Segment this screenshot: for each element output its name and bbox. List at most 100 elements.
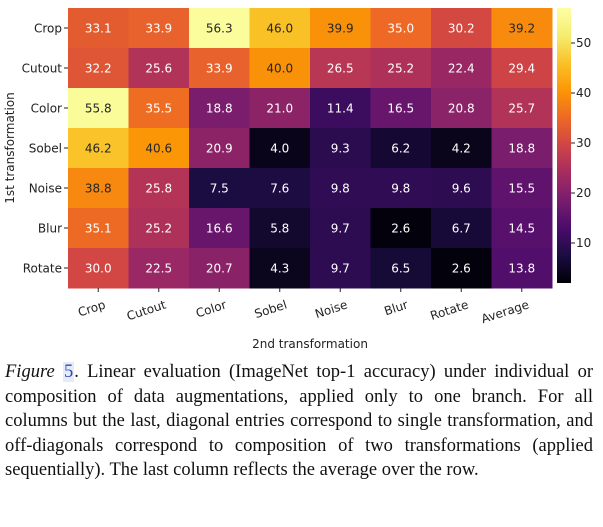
y-tick-label: Rotate — [23, 262, 62, 276]
colorbar-ticks: 10 20 30 40 50 — [571, 36, 591, 250]
y-tick-labels: Crop Cutout Color Sobel Noise Blur Rotate — [22, 22, 68, 276]
heatmap-cell — [370, 168, 432, 209]
heatmap-cell — [310, 128, 371, 169]
cell-value-label: 30.2 — [448, 22, 475, 36]
x-axis-label: 2nd transformation — [252, 337, 368, 351]
heatmap-cell — [491, 88, 553, 129]
figure-caption: Figure 5. Linear evaluation (ImageNet to… — [5, 360, 593, 483]
heatmap-cell — [68, 168, 129, 209]
heatmap-cell — [431, 128, 492, 169]
heatmap-cell — [491, 128, 553, 169]
x-tick-label: Sobel — [253, 298, 289, 322]
heatmap-cell — [68, 8, 129, 49]
heatmap-cell — [68, 88, 129, 129]
heatmap-cell — [68, 208, 129, 249]
heatmap-cell — [249, 208, 311, 249]
caption-figure-number: 5 — [62, 362, 75, 382]
heatmap-cell — [431, 168, 492, 209]
heatmap-cell — [189, 128, 250, 169]
heatmap-chart: 33.1 33.9 56.3 46.0 39.9 35.0 30.2 39.2 32.2 25.6… — [3, 8, 591, 351]
heatmap-cell — [370, 8, 432, 49]
heatmap-cell — [128, 248, 190, 289]
cell-value-label: 6.2 — [391, 142, 410, 156]
heatmap-cell — [310, 8, 371, 49]
heatmap-cell — [128, 8, 190, 49]
cell-value-label: 25.7 — [508, 102, 535, 116]
cell-value-label: 26.5 — [327, 62, 354, 76]
cell-value-label: 9.8 — [391, 182, 410, 196]
x-tick-labels: Crop Cutout Color Sobel Noise Blur Rotate Avera… — [76, 288, 531, 326]
cell-value-label: 39.9 — [327, 22, 354, 36]
heatmap-cell — [491, 208, 553, 249]
colorbar — [557, 8, 571, 283]
cell-value-label: 33.9 — [206, 62, 233, 76]
cell-value-label: 33.1 — [85, 22, 112, 36]
heatmap-cell — [189, 8, 250, 49]
cell-value-label: 32.2 — [85, 62, 112, 76]
heatmap-cell — [431, 48, 492, 89]
heatmap-cell — [431, 248, 492, 289]
cell-value-label: 14.5 — [508, 222, 535, 236]
cell-value-label: 9.7 — [331, 262, 350, 276]
cell-value-label: 20.7 — [206, 262, 233, 276]
heatmap-cell — [128, 128, 190, 169]
cell-value-label: 18.8 — [206, 102, 233, 116]
heatmap-cell — [491, 48, 553, 89]
heatmap-cell — [310, 208, 371, 249]
cell-value-label: 16.6 — [206, 222, 233, 236]
heatmap-cell — [310, 168, 371, 209]
cell-value-label: 25.6 — [145, 62, 172, 76]
cell-value-label: 15.5 — [508, 182, 535, 196]
heatmap-cell — [431, 8, 492, 49]
cell-value-label: 16.5 — [387, 102, 414, 116]
cell-value-label: 55.8 — [85, 102, 112, 116]
cell-value-label: 25.2 — [145, 222, 172, 236]
y-tick-label: Sobel — [29, 142, 62, 156]
cell-value-label: 9.7 — [331, 222, 350, 236]
heatmap-cell — [491, 248, 553, 289]
cell-value-label: 4.2 — [452, 142, 471, 156]
cell-value-label: 40.0 — [266, 62, 293, 76]
heatmap-cell — [128, 88, 190, 129]
cell-value-label: 20.9 — [206, 142, 233, 156]
x-tick-label: Rotate — [428, 298, 470, 323]
cell-value-label: 6.7 — [452, 222, 471, 236]
cell-value-label: 56.3 — [206, 22, 233, 36]
cell-value-label: 38.8 — [85, 182, 112, 196]
heatmap-cell — [249, 8, 311, 49]
heatmap-cell — [68, 128, 129, 169]
y-tick-label: Noise — [29, 182, 62, 196]
x-tick-label: Crop — [76, 298, 107, 320]
heatmap-cell — [189, 88, 250, 129]
cell-value-label: 22.5 — [145, 262, 172, 276]
y-tick-label: Color — [31, 102, 62, 116]
cell-value-label: 13.8 — [508, 262, 535, 276]
heatmap-cell — [491, 8, 553, 49]
cell-value-label: 30.0 — [85, 262, 112, 276]
heatmap-cell — [370, 88, 432, 129]
x-tick-label: Color — [194, 298, 228, 321]
heatmap-cell — [189, 208, 250, 249]
cell-value-label: 35.0 — [387, 22, 414, 36]
cell-value-label: 46.2 — [85, 142, 112, 156]
cell-value-label: 4.3 — [270, 262, 289, 276]
heatmap-cell — [68, 48, 129, 89]
heatmap-cell — [310, 248, 371, 289]
cell-value-label: 2.6 — [452, 262, 471, 276]
cell-value-label: 2.6 — [391, 222, 410, 236]
heatmap-cell — [370, 128, 432, 169]
y-tick-label: Blur — [38, 222, 62, 236]
cell-value-label: 6.5 — [391, 262, 410, 276]
colorbar-tick-label: 20 — [576, 186, 591, 200]
y-tick-label: Cutout — [22, 62, 63, 76]
heatmap-cell — [249, 168, 311, 209]
cell-value-label: 25.8 — [145, 182, 172, 196]
x-tick-label: Cutout — [125, 297, 168, 323]
heatmap-cell — [128, 168, 190, 209]
heatmap-cell — [431, 208, 492, 249]
cell-value-label: 4.0 — [270, 142, 289, 156]
y-axis-label: 1st transformation — [3, 92, 17, 204]
heatmap-cell — [68, 248, 129, 289]
cell-value-label: 25.2 — [387, 62, 414, 76]
heatmap-cell — [431, 88, 492, 129]
